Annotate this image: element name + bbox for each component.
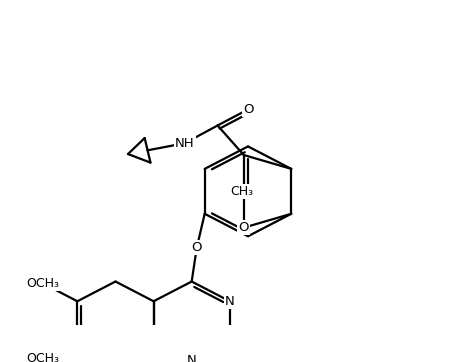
Text: N: N — [225, 295, 235, 308]
Text: OCH₃: OCH₃ — [26, 352, 59, 362]
Text: O: O — [191, 241, 202, 254]
Text: O: O — [238, 221, 249, 234]
Text: O: O — [191, 241, 202, 254]
Text: OCH₃: OCH₃ — [26, 277, 59, 290]
Text: CH₃: CH₃ — [230, 185, 253, 198]
Text: N: N — [187, 354, 197, 362]
Text: O: O — [243, 103, 253, 116]
Text: NH: NH — [175, 137, 194, 150]
Text: O: O — [238, 221, 249, 234]
